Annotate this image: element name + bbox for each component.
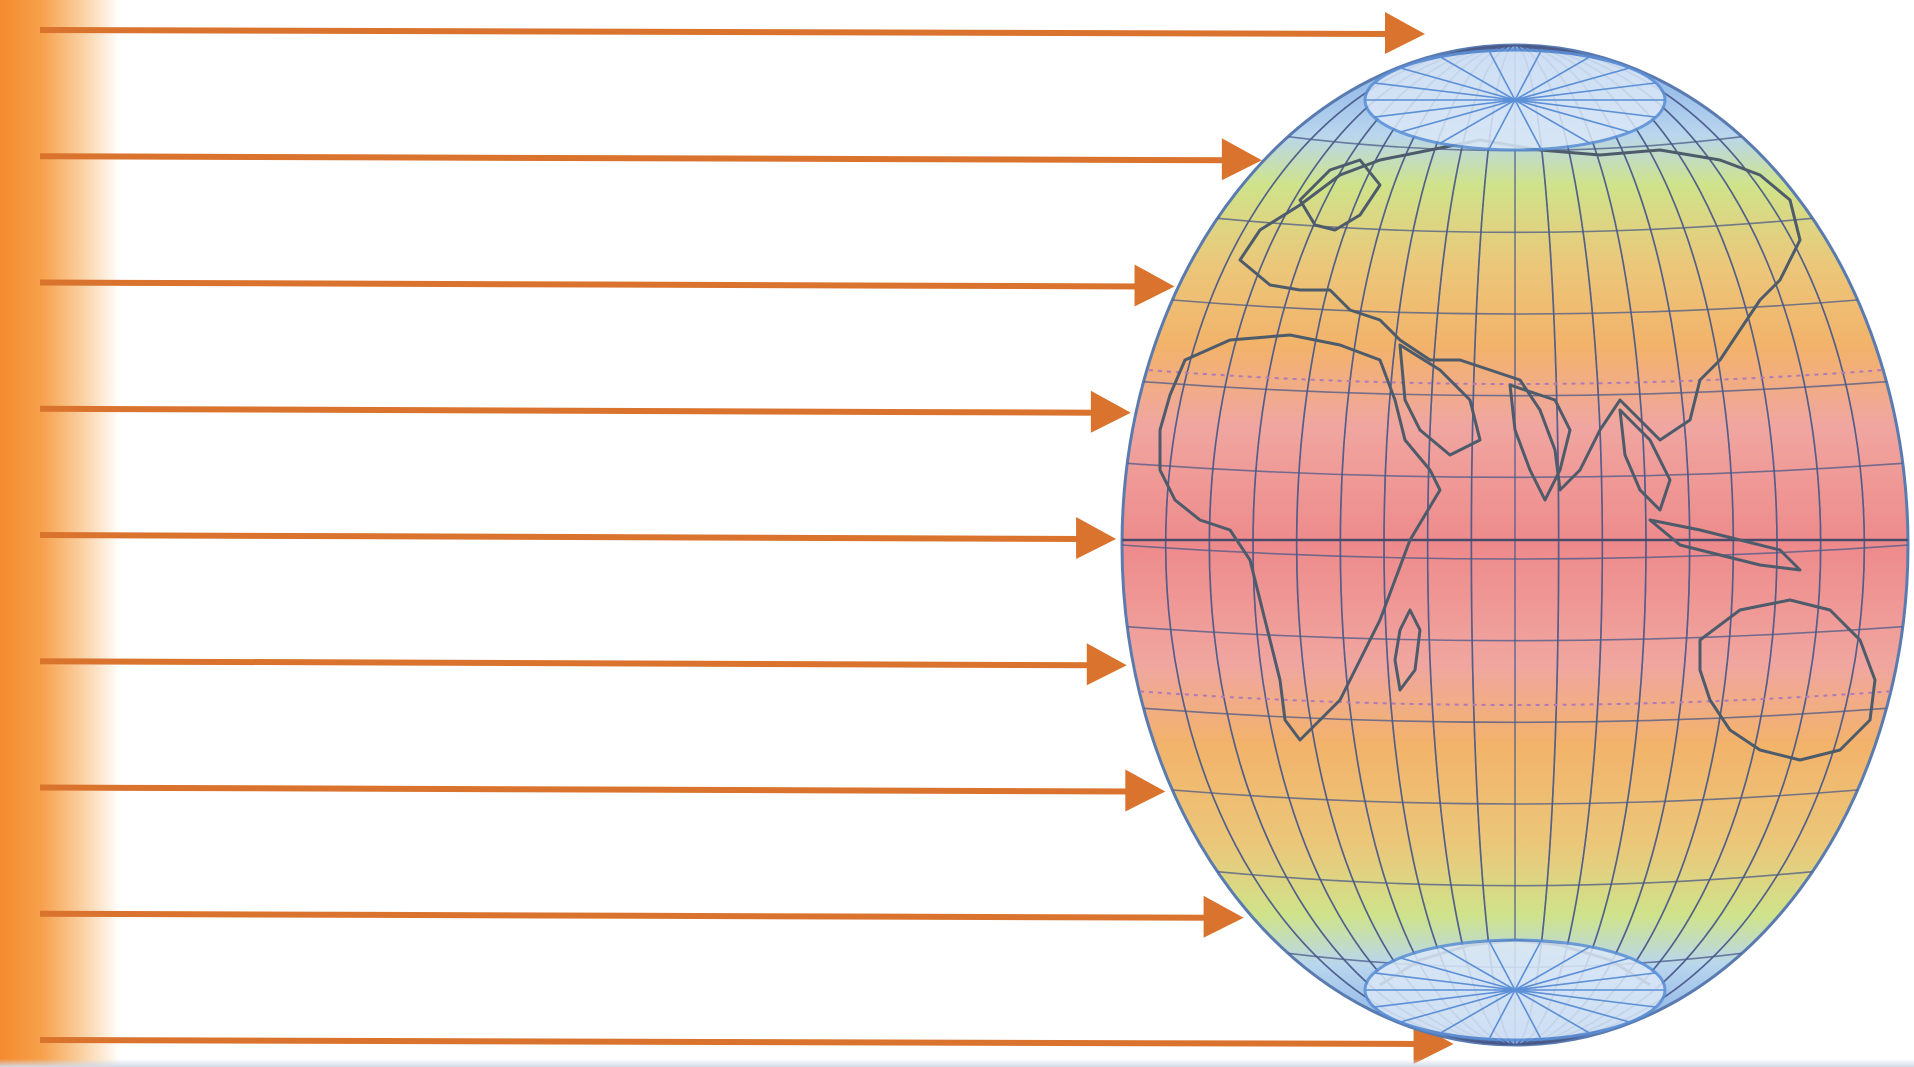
- meridian-line: [1164, 45, 1866, 1045]
- sun-ray-arrowhead: [1203, 895, 1244, 938]
- polar-cap-spoke: [1514, 989, 1542, 1040]
- parallel-lines: [1122, 135, 1908, 969]
- sun-ray-arrowhead: [1134, 264, 1175, 307]
- parallel-line: [1172, 789, 1858, 805]
- meridian-lines: [1164, 45, 1866, 1045]
- polar-cap-spoke: [1514, 972, 1657, 991]
- polar-cap-spoke: [1514, 50, 1542, 101]
- australia-outline: [1698, 598, 1877, 762]
- polar-cap-spoke: [1514, 99, 1591, 144]
- southeast-asia-outline: [1618, 408, 1672, 512]
- sun-ray-line: [39, 658, 1097, 669]
- sun-ray-line: [39, 532, 1087, 542]
- polar-cap-spoke: [1439, 989, 1516, 1034]
- sun-ray-line: [39, 1037, 1424, 1047]
- parallel-line: [1122, 544, 1908, 560]
- polar-cap-spoke: [1514, 99, 1631, 133]
- sun-ray-arrow: [39, 895, 1244, 938]
- meridian-line: [1208, 45, 1822, 1045]
- indonesia-outline: [1648, 518, 1802, 572]
- polar-cap-spoke: [1514, 99, 1542, 150]
- polar-cap-spoke: [1399, 99, 1516, 133]
- polar-cap-spoke: [1488, 50, 1516, 101]
- sun-ray-arrow: [39, 643, 1127, 686]
- polar-cap-spoke: [1439, 99, 1516, 144]
- polar-cap-spoke: [1373, 972, 1516, 991]
- sun-ray-arrow: [39, 769, 1166, 812]
- polar-cap-spoke: [1373, 82, 1516, 101]
- sun-ray-arrow: [39, 517, 1117, 559]
- madagascar-outline: [1393, 608, 1422, 692]
- meridian-line: [1426, 45, 1604, 1045]
- sun-rays: [39, 12, 1454, 1064]
- polar-cap-spoke: [1488, 99, 1516, 150]
- meridian-line: [1383, 45, 1647, 1045]
- polar-cap-spoke: [1399, 67, 1516, 101]
- sun-ray-arrowhead: [1090, 390, 1131, 433]
- sun-ray-line: [39, 27, 1396, 37]
- sun-ray-line: [39, 279, 1145, 290]
- meridian-line: [1252, 45, 1778, 1045]
- polar-cap-spoke: [1488, 940, 1516, 991]
- polar-cap-spoke: [1399, 957, 1516, 991]
- sun-ray-arrowhead: [1076, 517, 1117, 559]
- sun-ray-arrow: [39, 12, 1425, 54]
- sun-ray-arrow: [39, 264, 1175, 307]
- bottom-border: [0, 1059, 1914, 1067]
- polar-cap-spoke: [1373, 99, 1516, 118]
- parallel-line: [1127, 625, 1903, 642]
- polar-cap-spoke: [1514, 989, 1631, 1023]
- sun-ray-line: [39, 784, 1136, 795]
- parallel-line: [1143, 707, 1887, 724]
- meridian-line: [1295, 45, 1735, 1045]
- scandinavia-outline: [1298, 158, 1382, 232]
- polar-cap-spoke: [1514, 67, 1631, 101]
- sun-ray-arrow: [39, 390, 1131, 433]
- africa-outline: [1158, 333, 1442, 742]
- sun-ray-arrow: [39, 138, 1262, 181]
- polar-cap-spoke: [1514, 56, 1591, 101]
- parallel-line: [1127, 462, 1903, 479]
- parallel-line: [1143, 380, 1887, 397]
- polar-cap-spoke: [1373, 989, 1516, 1008]
- parallel-line: [1217, 217, 1813, 234]
- polar-cap-spoke: [1514, 957, 1631, 991]
- polar-cap-spoke: [1399, 989, 1516, 1023]
- sun-ray-arrow: [39, 1022, 1454, 1064]
- polar-cap-spoke: [1514, 989, 1657, 1008]
- sun-ray-arrowhead: [1125, 769, 1166, 812]
- sun-ray-line: [39, 405, 1101, 416]
- polar-cap-spoke: [1514, 989, 1591, 1034]
- arabia-outline: [1398, 343, 1482, 457]
- polar-cap-spoke: [1439, 56, 1516, 101]
- sun-ray-arrowhead: [1385, 12, 1425, 54]
- earth-globe: [1120, 43, 1910, 1047]
- meridian-line: [1339, 45, 1691, 1045]
- sun-ray-line: [39, 153, 1232, 164]
- parallel-line: [1172, 299, 1858, 315]
- polar-cap-spoke: [1488, 989, 1516, 1040]
- india-outline: [1508, 383, 1572, 502]
- polar-cap-spoke: [1514, 82, 1657, 101]
- polar-cap-spoke: [1514, 940, 1542, 991]
- polar-cap-spoke: [1514, 946, 1591, 991]
- polar-cap-spoke: [1514, 99, 1657, 118]
- polar-cap-spoke: [1439, 946, 1516, 991]
- sun-ray-arrowhead: [1221, 138, 1262, 181]
- meridian-line: [1470, 45, 1560, 1045]
- sun-ray-line: [39, 910, 1214, 921]
- sun-ray-arrowhead: [1086, 643, 1127, 686]
- parallel-line: [1217, 870, 1813, 887]
